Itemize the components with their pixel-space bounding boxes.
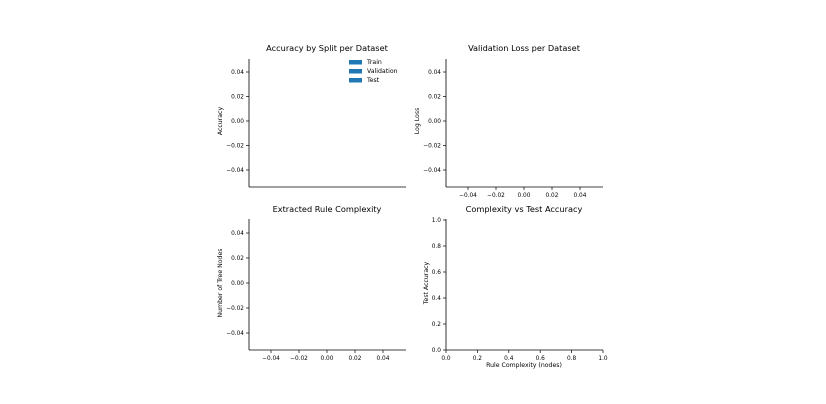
- panel3-ytick-label: −0.04: [226, 331, 244, 337]
- panel4-ytick-label: 0.8: [432, 244, 442, 250]
- legend-label-validation: Validation: [367, 68, 398, 75]
- panel4-xtick-label: 0.0: [441, 356, 451, 362]
- legend-swatch-test: [349, 78, 362, 83]
- panel4-xtick-label: 0.6: [536, 356, 546, 362]
- panel2-ylabel: Log Loss: [414, 108, 421, 135]
- panel4-xtick-label: 0.4: [504, 356, 514, 362]
- panel2-xtick-label: −0.04: [459, 193, 477, 199]
- panel2-xtick-label: 0.02: [546, 193, 559, 199]
- panel1-ytick-label: −0.04: [226, 168, 244, 174]
- panel1-ytick-label: −0.02: [226, 144, 244, 150]
- panel3-xtick-label: 0.00: [321, 356, 334, 362]
- panel4-ytick-label: 1.0: [432, 218, 442, 224]
- panel4-ytick-label: 0.6: [432, 270, 442, 276]
- panel-accuracy-by-split: Accuracy by Split per Dataset 0.04 0.02 …: [217, 43, 406, 188]
- panel3-ytick-label: 0.02: [231, 256, 244, 262]
- panel-complexity-vs-accuracy: Complexity vs Test Accuracy 1.0 0.8 0.6 …: [423, 204, 608, 369]
- legend-label-train: Train: [366, 59, 382, 66]
- panel3-xtick-label: −0.04: [262, 356, 280, 362]
- panel4-xtick-label: 1.0: [598, 356, 608, 362]
- panel2-title: Validation Loss per Dataset: [468, 43, 581, 53]
- legend-label-test: Test: [366, 77, 380, 84]
- panel4-ylabel: Test Accuracy: [423, 261, 430, 305]
- legend-swatch-validation: [349, 69, 362, 74]
- panel3-xtick-label: 0.04: [377, 356, 390, 362]
- panel3-xtick-label: −0.02: [290, 356, 308, 362]
- panel2-xtick-label: 0.00: [518, 193, 531, 199]
- panel4-ytick-label: 0.4: [432, 296, 442, 302]
- panel4-title: Complexity vs Test Accuracy: [466, 204, 583, 214]
- panel1-ytick-label: 0.02: [231, 95, 244, 101]
- panel4-xtick-label: 0.2: [473, 356, 483, 362]
- panel1-ytick-label: 0.00: [231, 119, 244, 125]
- panel1-title: Accuracy by Split per Dataset: [266, 43, 388, 53]
- panel2-ytick-label: 0.02: [428, 95, 441, 101]
- panel2-xtick-label: 0.04: [574, 193, 587, 199]
- panel1-ylabel: Accuracy: [217, 107, 224, 136]
- panel-rule-complexity: Extracted Rule Complexity 0.04 0.02 0.00…: [217, 204, 406, 362]
- panel1-legend: Train Validation Test: [349, 59, 398, 84]
- panel2-xtick-label: −0.02: [487, 193, 505, 199]
- panel2-ytick-label: 0.04: [428, 70, 441, 76]
- panel4-ytick-label: 0.2: [432, 322, 442, 328]
- legend-swatch-train: [349, 60, 362, 65]
- panel1-ytick-label: 0.04: [231, 70, 244, 76]
- panel2-ytick-label: −0.04: [423, 168, 441, 174]
- panel3-title: Extracted Rule Complexity: [273, 204, 382, 214]
- panel4-xlabel: Rule Complexity (nodes): [486, 362, 562, 369]
- panel3-xtick-label: 0.02: [349, 356, 362, 362]
- panel3-ylabel: Number of Tree Nodes: [217, 249, 224, 318]
- panel-validation-loss: Validation Loss per Dataset 0.04 0.02 0.…: [414, 43, 603, 199]
- panel3-ytick-label: −0.02: [226, 306, 244, 312]
- panel3-ytick-label: 0.04: [231, 231, 244, 237]
- panel2-ytick-label: 0.00: [428, 119, 441, 125]
- panel4-xtick-label: 0.8: [567, 356, 577, 362]
- panel3-ytick-label: 0.00: [231, 281, 244, 287]
- panel2-ytick-label: −0.02: [423, 144, 441, 150]
- panel4-ytick-label: 0.0: [432, 348, 442, 354]
